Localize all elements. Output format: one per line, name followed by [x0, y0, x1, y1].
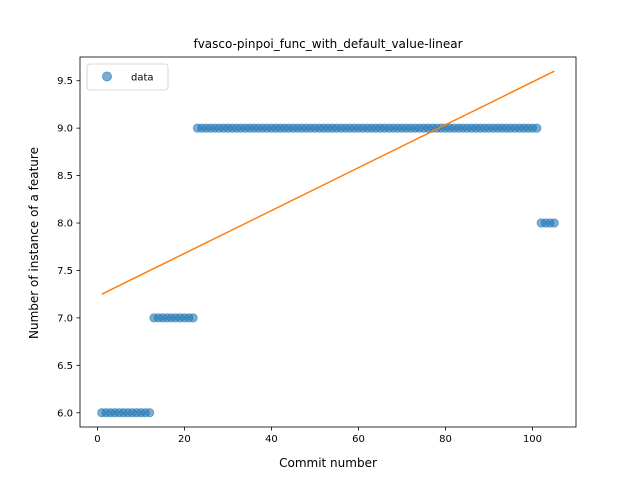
legend-box — [86, 63, 169, 91]
data-points — [97, 123, 559, 418]
x-axis-ticks: 0 20 40 60 80 100 — [94, 427, 542, 445]
y-tick-label: 6.0 — [57, 408, 73, 419]
legend-label-data: data — [131, 73, 154, 84]
data-point — [532, 123, 542, 133]
x-tick-label: 40 — [265, 434, 278, 445]
x-axis-label: Commit number — [279, 456, 377, 470]
data-point — [145, 408, 155, 418]
x-tick-label: 0 — [94, 434, 100, 445]
axes-frame — [79, 56, 577, 428]
x-tick-label: 100 — [523, 434, 542, 445]
y-tick-label: 7.0 — [57, 313, 73, 324]
legend: data — [86, 63, 169, 91]
y-tick-label: 7.5 — [57, 266, 73, 277]
x-tick-label: 20 — [178, 434, 191, 445]
y-tick-label: 9.5 — [57, 76, 73, 87]
x-tick-label: 80 — [439, 434, 452, 445]
plot-area: 0 20 40 60 80 100 6.0 6.5 7.0 7.5 8.0 8.5 9.0 9.5 — [57, 56, 577, 445]
y-tick-label: 8.5 — [57, 171, 73, 182]
y-tick-label: 8.0 — [57, 219, 73, 230]
x-tick-label: 60 — [352, 434, 365, 445]
chart-title: fvasco-pinpoi_func_with_default_value-li… — [193, 37, 462, 51]
y-axis-ticks: 6.0 6.5 7.0 7.5 8.0 8.5 9.0 9.5 — [57, 76, 80, 419]
y-axis-label: Number of instance of a feature — [27, 147, 41, 339]
data-point — [188, 313, 198, 323]
y-tick-label: 6.5 — [57, 361, 73, 372]
legend-marker-data — [102, 71, 112, 82]
y-tick-label: 9.0 — [57, 124, 73, 135]
data-point — [549, 218, 559, 228]
trend-lines — [101, 70, 555, 295]
trend-line — [101, 70, 555, 295]
